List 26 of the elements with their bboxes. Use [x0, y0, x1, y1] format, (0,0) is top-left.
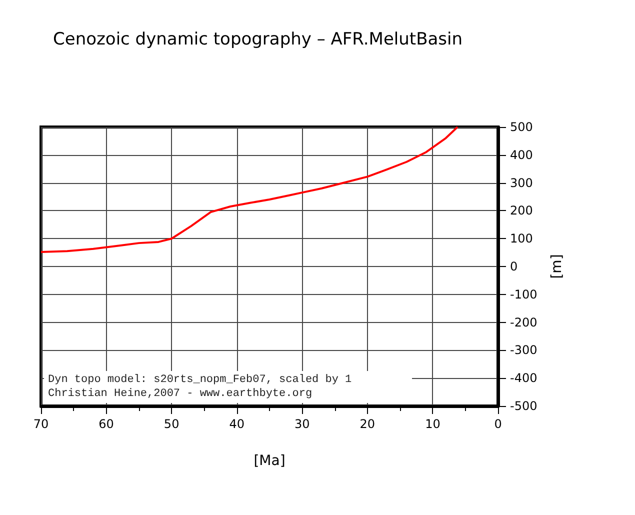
x-tick-label: 20	[360, 417, 376, 431]
y-tick-label: 200	[510, 204, 533, 218]
x-tick-label: 60	[98, 417, 114, 431]
x-tick-label: 0	[494, 417, 502, 431]
y-axis-title: [m]	[549, 254, 565, 279]
annotation: Christian Heine,2007 - www.earthbyte.org	[48, 387, 314, 401]
y-tick-label: -200	[510, 315, 538, 330]
x-tick-label: 50	[164, 417, 180, 431]
line-series	[40, 126, 459, 253]
note-box: Dyn topo model: s20rts_nopm_Feb07, scaled by 1 Christian Heine,2007 - www.earthbyte.org	[44, 371, 412, 403]
chart-title: Cenozoic dynamic topography – AFR.MelutBasin	[53, 30, 463, 50]
y-tick-label: 100	[510, 232, 533, 246]
y-tick-label: -100	[510, 287, 538, 302]
y-tick-label: -500	[510, 399, 538, 413]
y-tick-label: 400	[510, 148, 533, 162]
y-tick-label: -300	[510, 343, 538, 358]
y-tick-label: 300	[510, 176, 533, 190]
x-tick-label: 10	[425, 417, 440, 431]
x-tick-label: 70	[33, 417, 49, 431]
y-tick-label: 500	[510, 120, 533, 134]
y-tick-label: 0	[510, 260, 518, 274]
annotation: Dyn topo model: s20rts_nopm_Feb07, scaled by 1	[48, 373, 352, 387]
y-tick-label: -400	[510, 371, 538, 386]
x-tick-label: 30	[294, 417, 310, 431]
x-tick-label: 40	[229, 417, 244, 431]
x-axis-title: [Ma]	[254, 453, 286, 469]
